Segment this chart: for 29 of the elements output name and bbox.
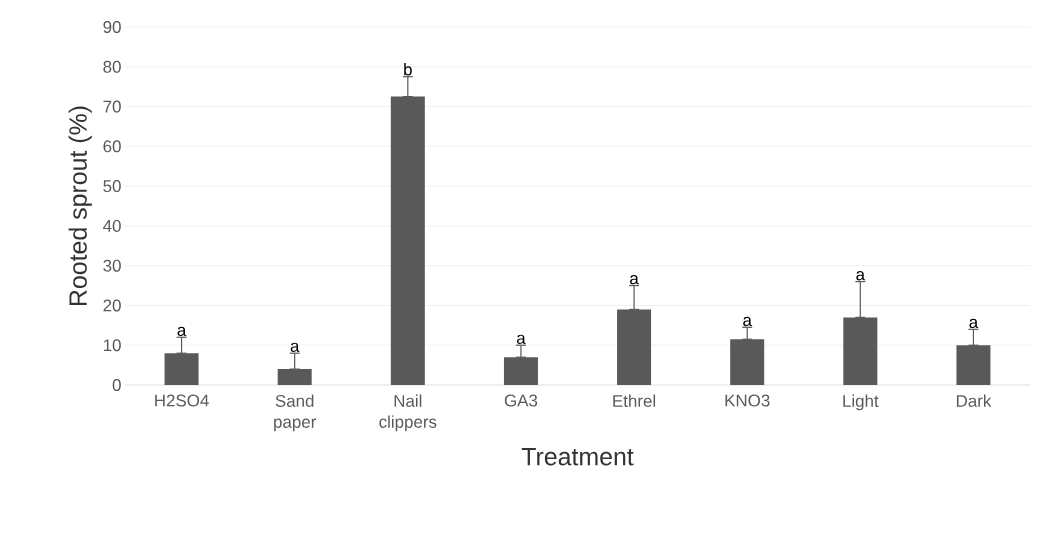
- x-tick-label: Nail clippers: [379, 394, 437, 432]
- y-tick-label: 0: [112, 379, 121, 391]
- annotation: b: [404, 63, 412, 76]
- annotation: a: [516, 334, 526, 345]
- y-tick-label: 20: [103, 299, 121, 312]
- y-axis-title: Rooted sprout (%): [68, 106, 92, 306]
- y-tick-label: 40: [103, 219, 121, 232]
- y-tick-label: 50: [103, 180, 121, 193]
- x-tick-label: Ethrel: [613, 394, 656, 407]
- y-tick-label: 30: [103, 259, 121, 272]
- annotation: a: [743, 316, 752, 327]
- y-tick-label: 10: [103, 339, 121, 352]
- annotation: a: [177, 326, 187, 337]
- y-tick-label: 70: [103, 100, 121, 113]
- x-axis-title: Treatment: [521, 448, 634, 466]
- y-tick-label: 80: [103, 60, 121, 73]
- x-tick-label: KNO3: [725, 394, 770, 407]
- annotation: a: [969, 318, 979, 329]
- bar: [277, 369, 312, 385]
- x-tick-label: Sand paper: [274, 394, 317, 432]
- x-tick-label: GA3: [504, 394, 538, 407]
- x-tick-label: Dark: [956, 394, 992, 407]
- annotation: a: [290, 342, 300, 352]
- x-tick-label: Light: [843, 394, 879, 411]
- x-tick-label: H2SO4: [155, 394, 209, 407]
- y-tick-label: 90: [103, 21, 121, 33]
- annotation: a: [630, 275, 639, 285]
- y-tick-label: 60: [103, 140, 121, 153]
- annotation: a: [856, 271, 866, 281]
